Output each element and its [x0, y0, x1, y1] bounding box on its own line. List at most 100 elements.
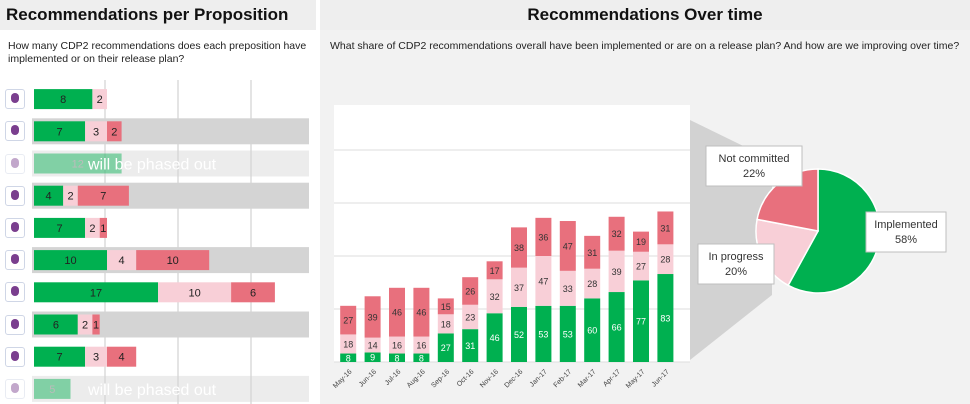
- column-value-label: 19: [636, 237, 646, 247]
- column-segment: [535, 305, 552, 362]
- right-panel-title: Recommendations Over time: [320, 0, 970, 30]
- column-segment: [486, 313, 503, 362]
- column-value-label: 27: [636, 262, 646, 272]
- column-segment: [413, 353, 430, 362]
- bar-segment: [107, 250, 137, 271]
- column-segment: [486, 261, 503, 280]
- icon-glyph: [11, 350, 19, 361]
- bar-segment: [34, 346, 86, 367]
- column-segment: [340, 353, 357, 362]
- row-band: [32, 375, 309, 402]
- column-segment: [389, 353, 405, 362]
- bar-segment: [34, 153, 122, 174]
- pie-callout-box: [705, 145, 803, 187]
- x-tick-label: Feb-17: [553, 368, 574, 389]
- column-value-label: 66: [612, 323, 622, 333]
- column-segment: [511, 306, 527, 362]
- x-tick-label: Jun-17: [651, 368, 671, 388]
- proposition-kitchen-icon: [5, 185, 25, 206]
- column-segment: [340, 334, 357, 354]
- bar-value-label: 10: [64, 255, 76, 267]
- column-value-label: 53: [538, 329, 548, 339]
- x-tick-label: May-16: [332, 368, 354, 390]
- column-segment: [462, 329, 479, 362]
- bar-value-label: 2: [67, 191, 73, 203]
- bar-value-label: 10: [167, 255, 179, 267]
- column-value-label: 8: [394, 353, 399, 363]
- bar-value-label: 7: [100, 191, 106, 203]
- bar-value-label: 7: [56, 126, 62, 138]
- column-value-label: 18: [343, 339, 353, 349]
- column-value-label: 28: [587, 279, 597, 289]
- x-tick-label: Apr-17: [602, 368, 622, 388]
- column-segment: [559, 221, 576, 271]
- icon-glyph: [11, 318, 19, 329]
- column-value-label: 60: [587, 326, 597, 336]
- column-segment: [389, 287, 405, 337]
- bar-segment: [107, 346, 137, 367]
- column-value-label: 9: [370, 353, 375, 363]
- column-value-label: 36: [538, 232, 548, 242]
- bar-segment: [34, 121, 86, 142]
- column-segment: [462, 304, 479, 330]
- bar-value-label: 4: [46, 191, 52, 203]
- row-band: [32, 150, 309, 177]
- icon-glyph: [11, 286, 19, 297]
- bar-segment: [92, 314, 100, 335]
- proposition-grill-icon: [5, 217, 25, 238]
- column-value-label: 15: [441, 302, 451, 312]
- column-value-label: 31: [465, 341, 475, 351]
- bar-value-label: 3: [93, 126, 99, 138]
- column-value-label: 46: [392, 308, 402, 318]
- column-value-label: 17: [490, 266, 500, 276]
- column-segment: [584, 268, 601, 299]
- icon-glyph: [11, 189, 19, 200]
- column-segment: [633, 231, 649, 252]
- left-panel-title: Recommendations per Proposition: [0, 0, 316, 30]
- column-value-label: 32: [490, 292, 500, 302]
- pie-callout-box: [697, 243, 775, 285]
- pie-callout-label: Not committed: [719, 153, 790, 165]
- column-value-label: 28: [660, 255, 670, 265]
- column-segment: [437, 333, 454, 362]
- bar-value-label: 2: [111, 126, 117, 138]
- column-segment: [511, 227, 527, 268]
- column-value-label: 14: [368, 341, 378, 351]
- column-value-label: 23: [465, 312, 475, 322]
- phased-out-label: will be phased out: [87, 157, 217, 174]
- bar-value-label: 10: [188, 287, 200, 299]
- pie-callout-value: 20%: [725, 266, 747, 278]
- column-segment: [657, 211, 674, 245]
- icon-glyph: [11, 157, 19, 168]
- column-value-label: 8: [419, 353, 424, 363]
- bar-segment: [34, 185, 64, 206]
- x-tick-label: Jan-17: [529, 368, 549, 388]
- column-value-label: 38: [514, 243, 524, 253]
- column-segment: [364, 337, 381, 353]
- x-tick-label: Nov-16: [479, 368, 500, 389]
- column-value-label: 27: [343, 316, 353, 326]
- proposition-cup-icon: [5, 378, 25, 399]
- column-segment: [535, 256, 552, 306]
- proposition-chef-icon: [5, 282, 25, 303]
- bar-value-label: 5: [49, 384, 55, 396]
- column-segment: [364, 296, 381, 338]
- bar-value-label: 2: [97, 94, 103, 106]
- bar-segment: [158, 282, 232, 303]
- connectmyso-logo-icon: [5, 89, 25, 110]
- column-value-label: 18: [441, 319, 451, 329]
- left-panel-question: How many CDP2 recommendations does each …: [8, 40, 307, 65]
- column-segment: [608, 250, 625, 293]
- column-segment: [633, 280, 649, 362]
- bar-segment: [136, 250, 210, 271]
- pie-callout-label: Implemented: [874, 219, 938, 231]
- column-value-label: 16: [392, 341, 402, 351]
- column-segment: [657, 274, 674, 362]
- column-segment: [364, 352, 381, 362]
- column-value-label: 47: [563, 241, 573, 251]
- bar-value-label: 8: [60, 94, 66, 106]
- bar-segment: [77, 185, 129, 206]
- pie-callout-value: 58%: [895, 234, 917, 246]
